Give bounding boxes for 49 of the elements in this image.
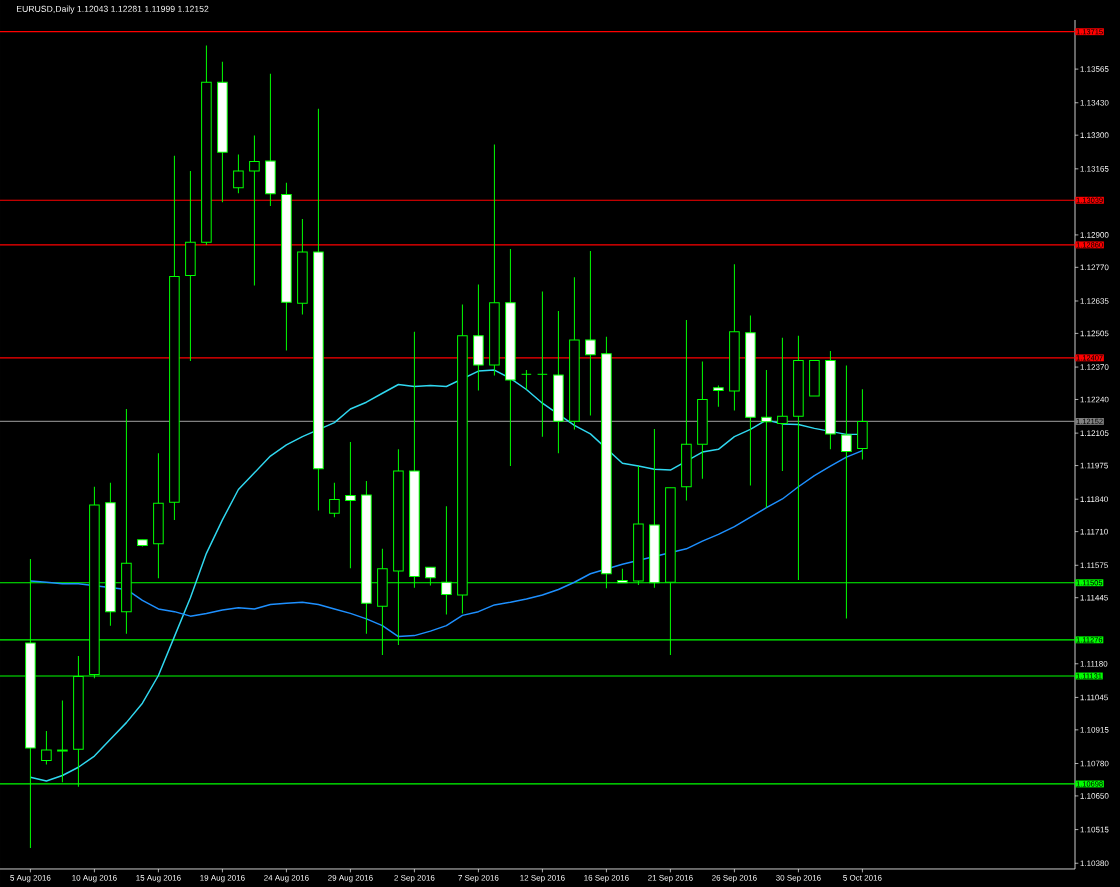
y-tick-label: 1.11710: [1080, 528, 1108, 535]
y-tick-label: 1.12240: [1080, 396, 1109, 403]
y-tick-label: 1.13565: [1080, 66, 1109, 72]
y-tick-label: 1.11180: [1080, 660, 1108, 667]
y-tick-label: 1.13430: [1080, 99, 1109, 106]
x-tick-label: 5 Oct 2016: [843, 875, 882, 881]
candlestick: [761, 369, 772, 509]
candlestick: [521, 369, 532, 390]
candlestick: [585, 250, 596, 416]
x-tick-label: 21 Sep 2016: [648, 875, 693, 883]
candlestick: [537, 291, 548, 438]
x-tick-label: 10 Aug 2016: [72, 875, 117, 883]
y-tick-label: 1.12900: [1080, 232, 1109, 238]
x-tick-label: 2 Sep 2016: [394, 875, 435, 883]
y-tick-label: 1.11575: [1080, 562, 1108, 569]
y-tick-label: 1.10915: [1080, 727, 1109, 733]
candlestick: [41, 730, 52, 766]
x-tick-label: 24 Aug 2016: [264, 875, 309, 883]
x-tick-label: 12 Sep 2016: [520, 875, 565, 883]
x-tick-label: 7 Sep 2016: [458, 875, 499, 883]
y-tick-label: 1.12370: [1080, 364, 1109, 370]
x-tick-label: 29 Aug 2016: [328, 875, 373, 883]
y-tick-label: 1.12105: [1080, 430, 1109, 436]
x-tick-label: 19 Aug 2016: [200, 875, 245, 883]
candlestick: [345, 441, 356, 569]
candlestick: [329, 482, 340, 518]
candlestick: [233, 153, 244, 194]
y-tick-label: 1.12770: [1080, 264, 1109, 271]
y-tick-label: 1.10380: [1080, 860, 1109, 867]
y-tick-label: 1.11045: [1080, 694, 1108, 701]
candlestick: [249, 134, 260, 287]
y-tick-label: 1.10515: [1080, 826, 1109, 833]
chart-title: EURUSD,Daily 1.12043 1.12281 1.11999 1.12152: [16, 5, 209, 14]
y-tick-label: 1.11975: [1080, 462, 1108, 469]
y-tick-label: 1.13165: [1080, 166, 1109, 172]
y-tick-label: 1.12635: [1080, 298, 1109, 304]
y-tick-label: 1.11840: [1080, 496, 1108, 503]
x-tick-label: 5 Aug 2016: [10, 875, 51, 883]
x-tick-label: 30 Sep 2016: [776, 875, 821, 883]
candlestick: [777, 337, 788, 472]
y-tick-label: 1.12505: [1080, 330, 1109, 337]
x-tick-label: 15 Aug 2016: [136, 875, 181, 883]
candlestick: [713, 385, 724, 408]
y-tick-label: 1.13300: [1080, 132, 1109, 139]
x-tick-label: 16 Sep 2016: [584, 875, 629, 883]
x-tick-label: 26 Sep 2016: [712, 875, 757, 883]
y-tick-label: 1.10780: [1080, 760, 1109, 767]
y-tick-label: 1.10650: [1080, 793, 1109, 799]
y-tick-label: 1.11445: [1080, 594, 1108, 601]
